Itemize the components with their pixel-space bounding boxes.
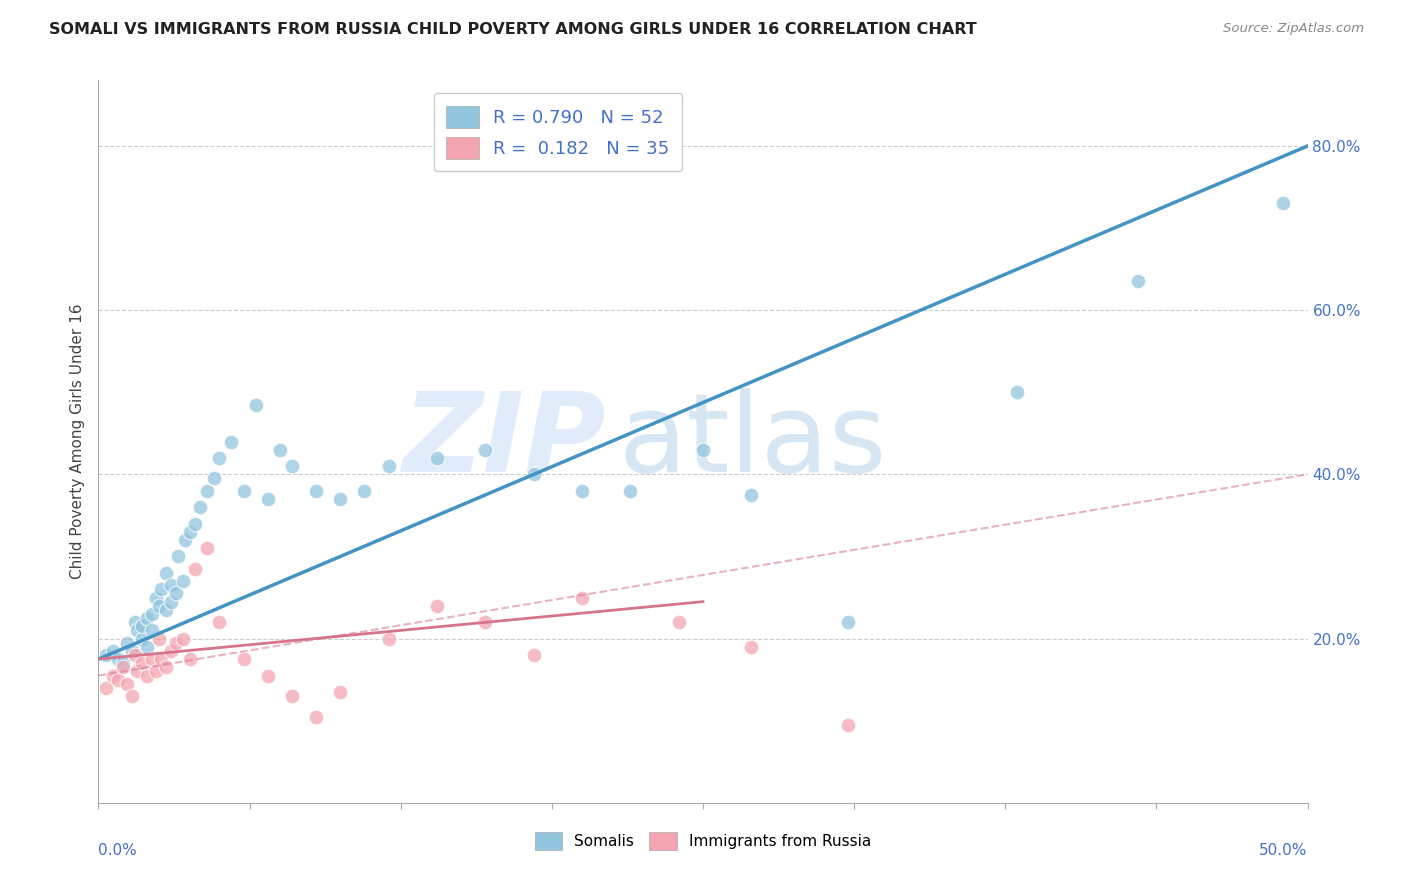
Point	[117, 636, 139, 650]
Point	[155, 603, 177, 617]
Point	[740, 640, 762, 654]
Point	[281, 459, 304, 474]
Point	[474, 615, 496, 630]
Point	[184, 562, 207, 576]
Text: atlas: atlas	[619, 388, 887, 495]
Text: 0.0%: 0.0%	[98, 843, 138, 857]
Point	[571, 483, 593, 498]
Legend: Somalis, Immigrants from Russia: Somalis, Immigrants from Russia	[529, 826, 877, 856]
Point	[523, 467, 546, 482]
Point	[111, 657, 134, 671]
Point	[245, 398, 267, 412]
Y-axis label: Child Poverty Among Girls Under 16: Child Poverty Among Girls Under 16	[69, 304, 84, 579]
Point	[837, 718, 859, 732]
Point	[571, 591, 593, 605]
Point	[148, 599, 170, 613]
Point	[256, 491, 278, 506]
Point	[155, 566, 177, 580]
Point	[124, 615, 146, 630]
Point	[377, 632, 399, 646]
Point	[135, 668, 157, 682]
Text: 50.0%: 50.0%	[1260, 843, 1308, 857]
Point	[160, 644, 183, 658]
Point	[131, 632, 153, 646]
Point	[305, 483, 328, 498]
Point	[141, 607, 163, 621]
Point	[204, 471, 226, 485]
Point	[141, 652, 163, 666]
Point	[145, 591, 167, 605]
Point	[179, 524, 201, 539]
Point	[135, 611, 157, 625]
Point	[101, 668, 124, 682]
Point	[232, 652, 254, 666]
Point	[155, 660, 177, 674]
Point	[188, 500, 211, 515]
Point	[107, 673, 129, 687]
Point	[692, 442, 714, 457]
Point	[837, 615, 859, 630]
Point	[160, 578, 183, 592]
Point	[232, 483, 254, 498]
Point	[117, 677, 139, 691]
Point	[377, 459, 399, 474]
Point	[184, 516, 207, 531]
Point	[256, 668, 278, 682]
Text: ZIP: ZIP	[402, 388, 606, 495]
Point	[740, 488, 762, 502]
Point	[101, 644, 124, 658]
Point	[172, 632, 194, 646]
Point	[127, 665, 149, 679]
Point	[1128, 275, 1150, 289]
Point	[281, 689, 304, 703]
Point	[94, 681, 117, 695]
Point	[121, 644, 143, 658]
Point	[426, 450, 449, 465]
Point	[523, 648, 546, 662]
Point	[127, 624, 149, 638]
Point	[148, 632, 170, 646]
Point	[145, 665, 167, 679]
Point	[195, 483, 218, 498]
Point	[131, 657, 153, 671]
Point	[353, 483, 375, 498]
Point	[124, 648, 146, 662]
Text: SOMALI VS IMMIGRANTS FROM RUSSIA CHILD POVERTY AMONG GIRLS UNDER 16 CORRELATION : SOMALI VS IMMIGRANTS FROM RUSSIA CHILD P…	[49, 22, 977, 37]
Point	[121, 689, 143, 703]
Point	[329, 491, 352, 506]
Point	[141, 624, 163, 638]
Point	[160, 594, 183, 608]
Point	[165, 636, 187, 650]
Point	[1272, 196, 1295, 211]
Point	[1007, 385, 1029, 400]
Point	[195, 541, 218, 556]
Point	[107, 652, 129, 666]
Point	[221, 434, 243, 449]
Point	[305, 709, 328, 723]
Point	[150, 652, 173, 666]
Point	[135, 640, 157, 654]
Point	[426, 599, 449, 613]
Point	[619, 483, 641, 498]
Point	[179, 652, 201, 666]
Point	[208, 615, 231, 630]
Point	[150, 582, 173, 597]
Point	[668, 615, 690, 630]
Point	[172, 574, 194, 588]
Point	[111, 660, 134, 674]
Point	[94, 648, 117, 662]
Point	[131, 619, 153, 633]
Text: Source: ZipAtlas.com: Source: ZipAtlas.com	[1223, 22, 1364, 36]
Point	[167, 549, 190, 564]
Point	[208, 450, 231, 465]
Point	[165, 586, 187, 600]
Point	[329, 685, 352, 699]
Point	[269, 442, 291, 457]
Point	[174, 533, 197, 547]
Point	[474, 442, 496, 457]
